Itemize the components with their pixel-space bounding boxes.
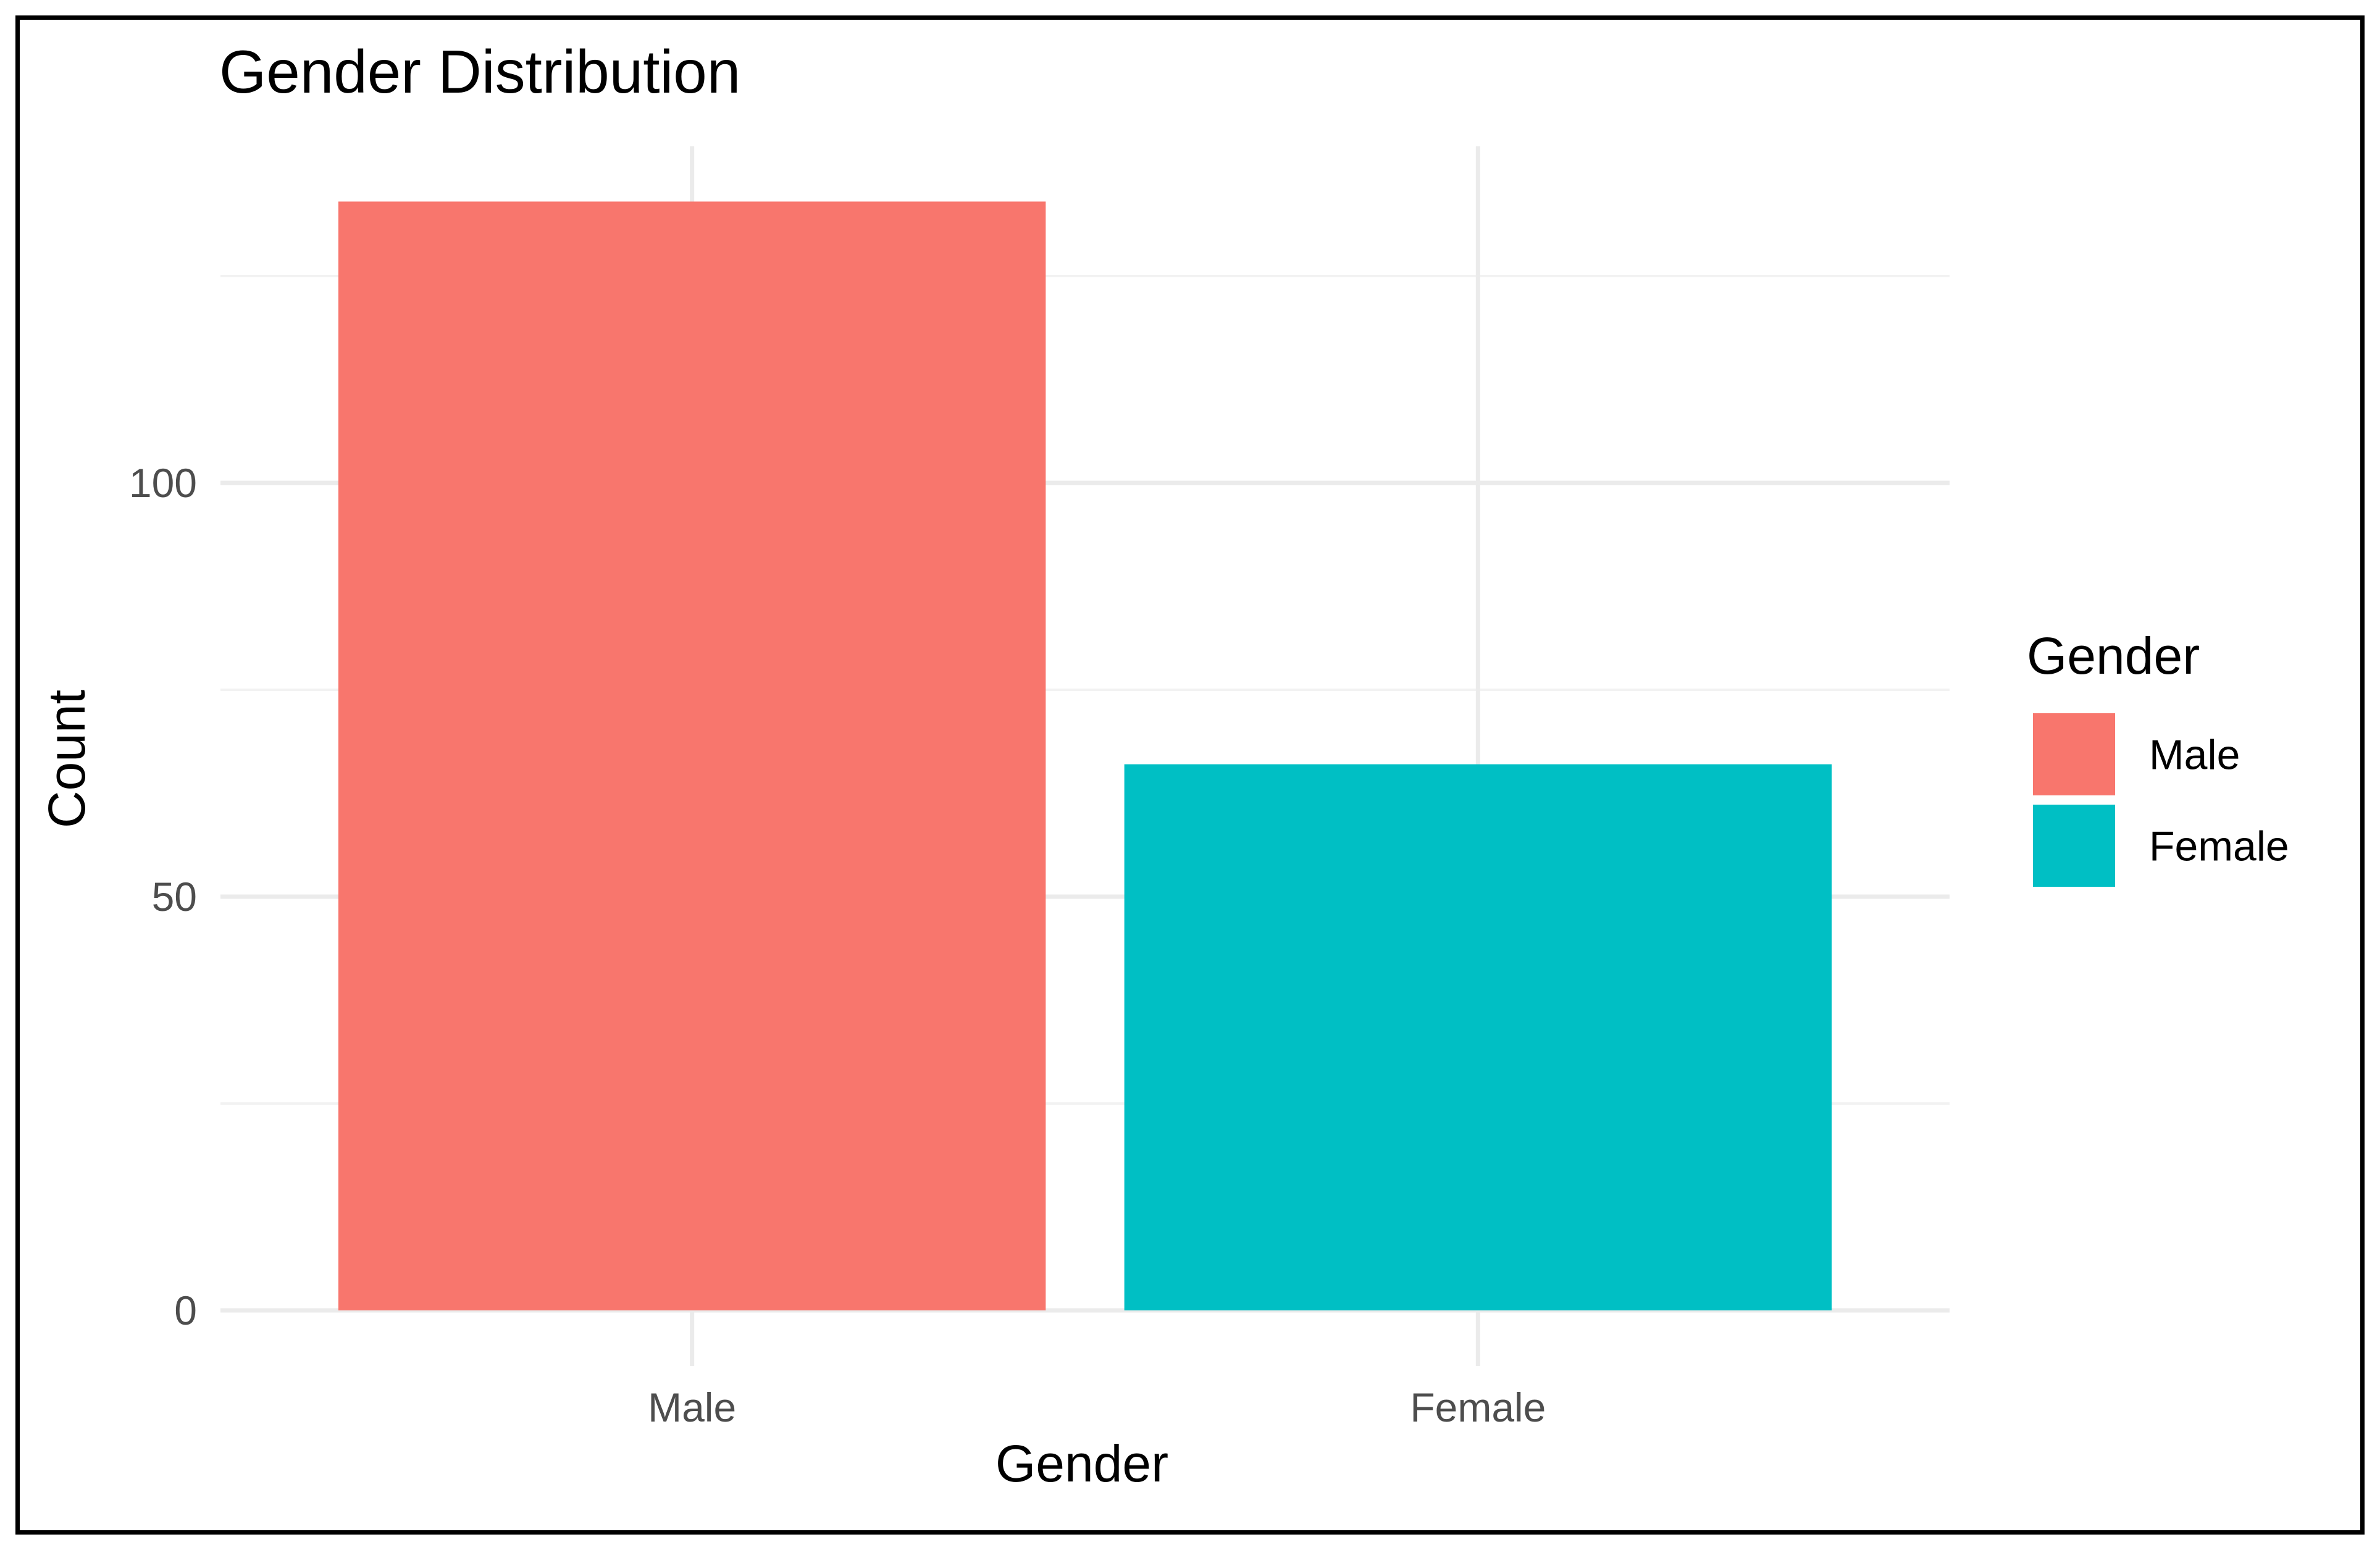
bar-chart: 0 50 100 Male Female Gender Distribution Ge… [38, 38, 2289, 1493]
x-tick-label: Male [648, 1385, 736, 1430]
legend-key-female [2033, 805, 2115, 887]
legend-title: Gender [2027, 627, 2200, 685]
y-tick-label: 0 [174, 1288, 197, 1333]
legend: Gender Male Female [2027, 627, 2289, 887]
x-axis-ticks: Male Female [648, 1385, 1546, 1430]
y-tick-label: 100 [129, 460, 197, 506]
bar-male [338, 201, 1046, 1310]
chart-title: Gender Distribution [219, 38, 740, 106]
legend-label-male: Male [2149, 732, 2240, 779]
bar-female [1124, 764, 1832, 1310]
y-axis-title: Count [38, 690, 96, 828]
legend-items: Male Female [2033, 713, 2289, 887]
x-axis-title: Gender [995, 1435, 1168, 1493]
y-axis-ticks: 0 50 100 [129, 460, 197, 1333]
chart-frame: 0 50 100 Male Female Gender Distribution Ge… [15, 15, 2365, 1535]
x-tick-label: Female [1410, 1385, 1546, 1430]
legend-key-male [2033, 713, 2115, 795]
legend-label-female: Female [2149, 823, 2289, 870]
y-tick-label: 50 [152, 874, 197, 920]
bars [338, 201, 1832, 1310]
